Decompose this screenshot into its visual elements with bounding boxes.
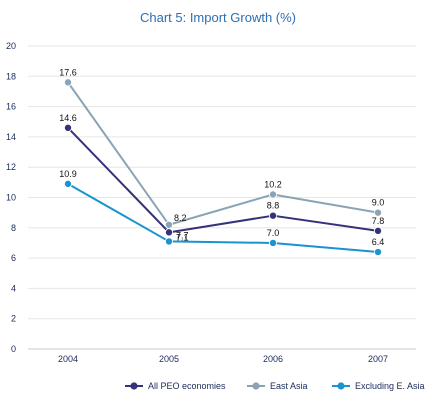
legend-label: Excluding E. Asia: [355, 381, 425, 391]
data-label: 8.8: [267, 201, 280, 211]
x-axis-ticks: 2004 2005 2006 2007: [58, 354, 388, 364]
data-point: [373, 208, 382, 217]
series-line: [67, 127, 379, 234]
data-label: 8.2: [174, 213, 187, 223]
data-point: [64, 179, 73, 188]
data-label: 7.0: [267, 228, 280, 238]
y-tick-label: 18: [6, 71, 16, 81]
data-label: 7.7: [176, 230, 189, 240]
data-point: [164, 220, 173, 229]
legend-item: All PEO economies: [125, 381, 226, 391]
legend-item: East Asia: [247, 381, 308, 391]
data-point: [268, 211, 277, 220]
data-label: 7.8: [372, 216, 385, 226]
legend-item: Excluding E. Asia: [332, 381, 425, 391]
data-labels: 14.6 7.7 8.8 7.8 17.6 8.2 10.2 9.0 10.9 7.1 7.0 6.4: [59, 67, 384, 247]
legend-swatch-marker: [337, 382, 345, 390]
legend-label: East Asia: [270, 381, 308, 391]
data-label: 17.6: [59, 67, 77, 77]
series-lines: [64, 78, 382, 257]
data-label: 9.0: [372, 198, 385, 208]
data-label: 6.4: [372, 237, 385, 247]
series-2: [64, 179, 382, 257]
data-label: 14.6: [59, 113, 77, 123]
y-tick-label: 10: [6, 193, 16, 203]
x-tick-label: 2006: [263, 354, 283, 364]
x-tick-label: 2005: [159, 354, 179, 364]
data-label: 10.9: [59, 169, 77, 179]
series-0: [64, 123, 382, 237]
legend-swatch-marker: [252, 382, 260, 390]
x-tick-label: 2007: [368, 354, 388, 364]
data-point: [164, 228, 173, 237]
data-point: [373, 226, 382, 235]
y-tick-label: 6: [11, 253, 16, 263]
y-tick-label: 12: [6, 162, 16, 172]
y-tick-label: 4: [11, 283, 16, 293]
gridlines: [28, 45, 416, 350]
data-point: [268, 238, 277, 247]
y-tick-label: 0: [11, 344, 16, 354]
data-point: [64, 78, 73, 87]
legend: All PEO economies East Asia Excluding E. A…: [125, 381, 425, 391]
legend-label: All PEO economies: [148, 381, 226, 391]
y-tick-label: 2: [11, 314, 16, 324]
data-point: [164, 237, 173, 246]
data-point: [373, 248, 382, 257]
data-label: 7.1: [176, 232, 189, 242]
data-point: [64, 123, 73, 132]
y-tick-label: 16: [6, 102, 16, 112]
y-axis-ticks: 0 2 4 6 8 10 12 14 16 18 20: [6, 41, 16, 354]
series-line: [67, 182, 379, 254]
chart-title: Chart 5: Import Growth (%): [140, 10, 296, 25]
y-tick-label: 8: [11, 223, 16, 233]
series-line: [67, 81, 379, 226]
x-tick-label: 2004: [58, 354, 78, 364]
series-1: [64, 78, 382, 229]
legend-swatch-marker: [130, 382, 138, 390]
data-point: [268, 190, 277, 199]
y-tick-label: 20: [6, 41, 16, 51]
data-label: 10.2: [264, 179, 282, 189]
y-tick-label: 14: [6, 132, 16, 142]
